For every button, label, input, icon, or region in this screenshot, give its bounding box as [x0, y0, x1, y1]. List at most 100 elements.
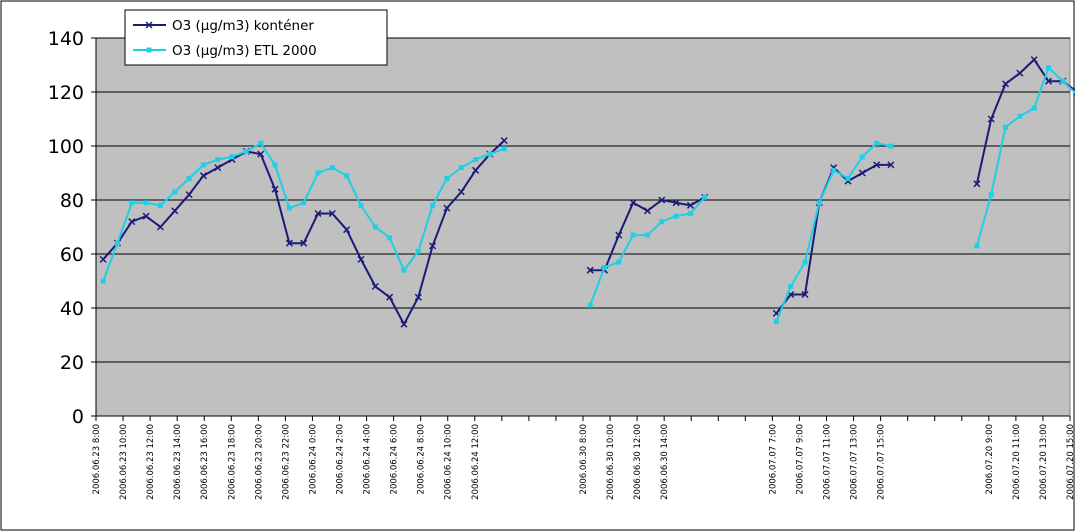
data-point	[272, 162, 278, 168]
legend-label-series-2: O3 (µg/m3) ETL 2000	[172, 43, 317, 59]
data-point	[1031, 105, 1037, 111]
data-point	[414, 293, 422, 301]
x-tick-label: 2006.06.30 10:00	[606, 424, 616, 500]
data-point	[401, 267, 407, 273]
y-axis-tick-labels: 0 20 40 60 80 100 120 140	[48, 28, 84, 428]
legend: O3 (µg/m3) konténer O3 (µg/m3) ETL 2000	[124, 9, 388, 66]
x-tick-label: 2006.06.23 8:00	[92, 424, 102, 494]
data-point	[372, 224, 378, 230]
data-point	[415, 248, 421, 254]
data-point	[1016, 69, 1024, 77]
data-point	[214, 164, 222, 172]
x-tick-label: 2006.06.30 12:00	[633, 424, 643, 500]
data-point	[643, 207, 651, 215]
y-tick-label: 40	[60, 298, 84, 320]
data-point	[430, 202, 436, 208]
data-point	[286, 205, 292, 211]
x-axis-tick-labels: 2006.06.23 8:00 2006.06.23 10:00 2006.06.2…	[92, 424, 1075, 500]
x-tick-label: 2006.06.23 16:00	[200, 424, 210, 500]
data-point	[988, 192, 994, 198]
data-point	[858, 169, 866, 177]
data-point	[199, 172, 207, 180]
data-point	[328, 209, 336, 218]
data-point	[831, 167, 837, 173]
data-point	[473, 157, 479, 162]
data-point	[357, 255, 365, 263]
data-point	[687, 211, 693, 216]
data-point	[329, 165, 335, 171]
data-point	[143, 200, 149, 206]
data-point	[1060, 78, 1066, 84]
data-point	[1003, 124, 1009, 130]
x-tick-label: 2006.07.07 7:00	[768, 424, 778, 494]
data-point	[686, 201, 694, 209]
data-point	[142, 212, 150, 220]
data-point	[386, 293, 394, 301]
data-point	[874, 140, 880, 146]
x-tick-label: 2006.06.30 8:00	[579, 424, 589, 494]
data-point	[672, 199, 680, 207]
data-point	[314, 209, 322, 218]
data-point	[887, 161, 895, 169]
x-tick-label: 2006.06.24 4:00	[363, 424, 373, 494]
data-point	[801, 290, 809, 299]
data-point	[429, 242, 437, 250]
data-point	[285, 239, 293, 247]
data-point	[973, 180, 981, 188]
data-point	[702, 194, 708, 200]
x-tick-label: 2006.06.23 18:00	[227, 424, 237, 500]
data-point	[859, 154, 865, 160]
data-point	[99, 255, 107, 263]
data-point	[344, 173, 350, 179]
x-tick-label: 2006.07.20 15:00	[1066, 424, 1075, 500]
data-point	[128, 218, 136, 226]
data-point	[457, 188, 465, 196]
x-tick-label: 2006.07.07 13:00	[850, 424, 860, 500]
y-tick-label: 120	[48, 82, 84, 104]
x-tick-label: 2006.07.20 13:00	[1039, 424, 1049, 500]
legend-label-series-1: O3 (µg/m3) konténer	[172, 18, 314, 34]
legend-box	[124, 9, 388, 66]
data-point	[458, 165, 464, 171]
data-point	[629, 199, 637, 207]
x-tick-label: 2006.06.24 2:00	[336, 424, 346, 494]
data-point	[129, 200, 135, 206]
data-point	[873, 161, 881, 169]
data-point	[156, 223, 164, 231]
data-point	[443, 204, 451, 212]
y-tick-label: 80	[60, 190, 84, 212]
axes	[95, 38, 1071, 421]
data-point	[987, 115, 995, 123]
x-tick-label: 2006.07.07 15:00	[877, 424, 887, 500]
data-point	[371, 282, 379, 290]
x-tick-label: 2006.07.07 11:00	[823, 424, 833, 500]
data-point	[186, 175, 192, 181]
y-tick-label: 140	[48, 28, 84, 50]
data-point	[658, 196, 666, 204]
data-point	[229, 154, 235, 160]
data-point	[773, 319, 779, 324]
data-point	[215, 157, 221, 162]
data-point	[888, 143, 894, 149]
data-point	[157, 202, 163, 208]
data-point	[1046, 65, 1052, 71]
data-point	[315, 170, 321, 176]
x-tick-label: 2006.06.23 12:00	[146, 424, 156, 500]
data-point	[1044, 77, 1053, 85]
data-point	[630, 232, 636, 238]
data-point	[616, 259, 622, 265]
x-tick-label: 2006.06.23 10:00	[119, 424, 129, 500]
data-point	[788, 283, 794, 289]
data-point	[343, 226, 351, 234]
data-point	[358, 202, 364, 208]
data-point	[387, 235, 393, 241]
data-point	[500, 137, 508, 145]
data-point	[615, 231, 623, 239]
x-tick-label: 2006.06.30 14:00	[660, 424, 670, 500]
y-tick-label: 100	[48, 136, 84, 158]
data-point	[487, 151, 493, 157]
data-point	[1017, 113, 1023, 119]
data-point	[845, 175, 851, 181]
plot-area	[95, 37, 1071, 417]
